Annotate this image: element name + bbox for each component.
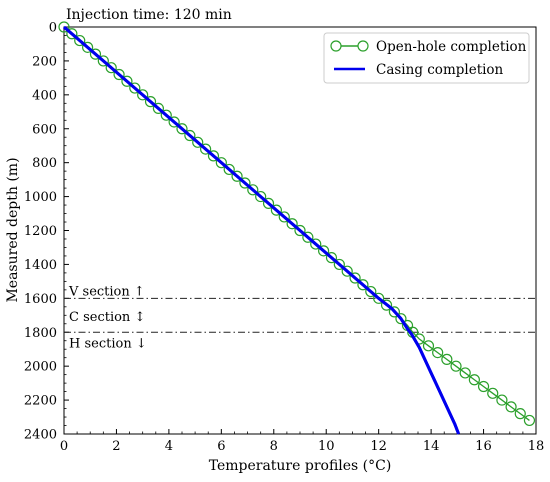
section-annotation: V section ↑ — [68, 285, 145, 300]
data-point-open-hole — [357, 279, 369, 291]
series-line-casing-completion — [63, 25, 461, 435]
y-tick-label: 1600 — [24, 292, 57, 307]
data-point-open-hole — [422, 340, 435, 352]
data-point-open-hole — [223, 163, 235, 176]
data-point-open-hole — [144, 96, 157, 108]
x-axis-title: Temperature profiles (°C) — [209, 458, 392, 474]
y-tick-label: 1000 — [24, 190, 57, 205]
data-point-open-hole — [152, 102, 164, 115]
data-point-open-hole — [184, 129, 196, 142]
x-axis: 0 2 4 6 8 10 12 14 16 18 — [60, 429, 544, 454]
x-tick-label: 14 — [423, 439, 440, 454]
data-point-open-hole — [432, 347, 444, 359]
data-point-open-hole — [310, 238, 322, 250]
data-point-open-hole — [231, 170, 243, 182]
data-point-open-hole — [160, 109, 172, 121]
data-point-open-hole — [505, 401, 517, 413]
y-tick-label: 1800 — [24, 326, 57, 341]
x-tick-label: 16 — [475, 439, 492, 454]
data-point-open-hole — [105, 62, 117, 74]
y-tick-label: 2000 — [24, 360, 57, 375]
data-point-open-hole — [176, 123, 188, 135]
y-tick-label: 2400 — [24, 428, 57, 443]
y-tick-label: 1200 — [24, 224, 57, 239]
data-point-open-hole — [137, 89, 149, 101]
data-point-open-hole — [262, 197, 275, 209]
data-point-open-hole — [239, 177, 251, 189]
data-point-open-hole — [380, 299, 393, 311]
data-point-open-hole — [270, 204, 282, 216]
data-point-open-hole — [441, 353, 453, 365]
legend-box — [323, 32, 530, 84]
y-tick-label: 400 — [32, 88, 57, 103]
data-point-open-hole — [286, 218, 298, 230]
data-point-open-hole — [373, 292, 385, 304]
chart-title: Injection time: 120 min — [66, 7, 232, 23]
y-axis: 0 200 400 600 800 1000 1200 1400 1600 1800 2000 220… — [24, 21, 69, 443]
data-point-open-hole — [349, 272, 361, 284]
data-point-open-hole — [58, 21, 70, 33]
reference-lines — [64, 297, 536, 333]
data-point-open-hole — [325, 252, 338, 264]
data-point-open-hole — [318, 245, 330, 257]
y-tick-label: 600 — [32, 122, 57, 137]
section-annotations: V section ↑ C section ↕ H section ↓ — [68, 285, 147, 352]
data-point-open-hole — [333, 258, 345, 271]
data-point-open-hole — [341, 265, 353, 277]
data-point-open-hole — [477, 380, 490, 393]
data-point-open-hole — [459, 367, 471, 379]
legend-label-open-hole: Open-hole completion — [376, 39, 527, 55]
data-point-open-hole — [365, 285, 377, 298]
x-tick-label: 10 — [318, 439, 335, 454]
data-point-open-hole — [395, 313, 407, 325]
data-point-open-hole — [523, 414, 536, 427]
series-line-casing-completion-overlay — [63, 25, 461, 435]
section-annotation: H section ↓ — [69, 336, 147, 351]
section-annotation: C section ↕ — [69, 310, 145, 325]
x-tick-label: 0 — [60, 439, 68, 454]
data-point-open-hole — [207, 150, 220, 162]
legend-label-casing: Casing completion — [376, 62, 504, 78]
data-point-open-hole — [450, 360, 462, 372]
x-tick-label: 2 — [112, 439, 120, 454]
series-layer — [58, 21, 536, 435]
data-point-open-hole — [74, 34, 86, 47]
x-tick-label: 18 — [528, 439, 545, 454]
legend-circle-marker — [357, 40, 369, 52]
x-tick-label: 6 — [217, 439, 225, 454]
legend: Open-hole completion Casing completion — [323, 32, 530, 84]
data-point-open-hole — [121, 75, 133, 87]
data-point-open-hole — [487, 387, 499, 399]
y-axis-title: Measured depth (m) — [5, 157, 21, 302]
data-point-open-hole — [66, 28, 78, 40]
y-tick-label: 800 — [32, 156, 57, 171]
data-point-open-hole — [247, 184, 259, 196]
data-point-open-hole — [514, 408, 526, 420]
y-tick-label: 0 — [49, 21, 57, 36]
data-point-open-hole — [81, 41, 94, 53]
data-point-open-hole — [294, 224, 306, 237]
data-point-open-hole — [89, 48, 102, 60]
data-point-open-hole — [113, 68, 125, 81]
data-point-open-hole — [388, 306, 400, 318]
data-point-open-hole — [255, 190, 267, 203]
y-tick-label: 2200 — [24, 394, 57, 409]
legend-circle-marker — [330, 40, 342, 52]
data-point-open-hole — [192, 136, 204, 148]
y-tick-label: 1400 — [24, 258, 57, 273]
data-point-open-hole — [129, 82, 141, 94]
data-point-open-hole — [168, 116, 180, 128]
data-point-open-hole — [302, 231, 314, 243]
x-tick-label: 8 — [270, 439, 278, 454]
data-point-open-hole — [278, 211, 290, 223]
data-point-open-hole — [496, 394, 508, 406]
y-tick-label: 200 — [32, 54, 57, 69]
data-point-open-hole — [200, 143, 212, 155]
data-point-open-hole — [97, 55, 109, 67]
x-tick-label: 4 — [165, 439, 173, 454]
data-point-open-hole — [215, 157, 227, 169]
data-point-open-hole — [468, 374, 480, 386]
x-tick-label: 12 — [370, 439, 387, 454]
